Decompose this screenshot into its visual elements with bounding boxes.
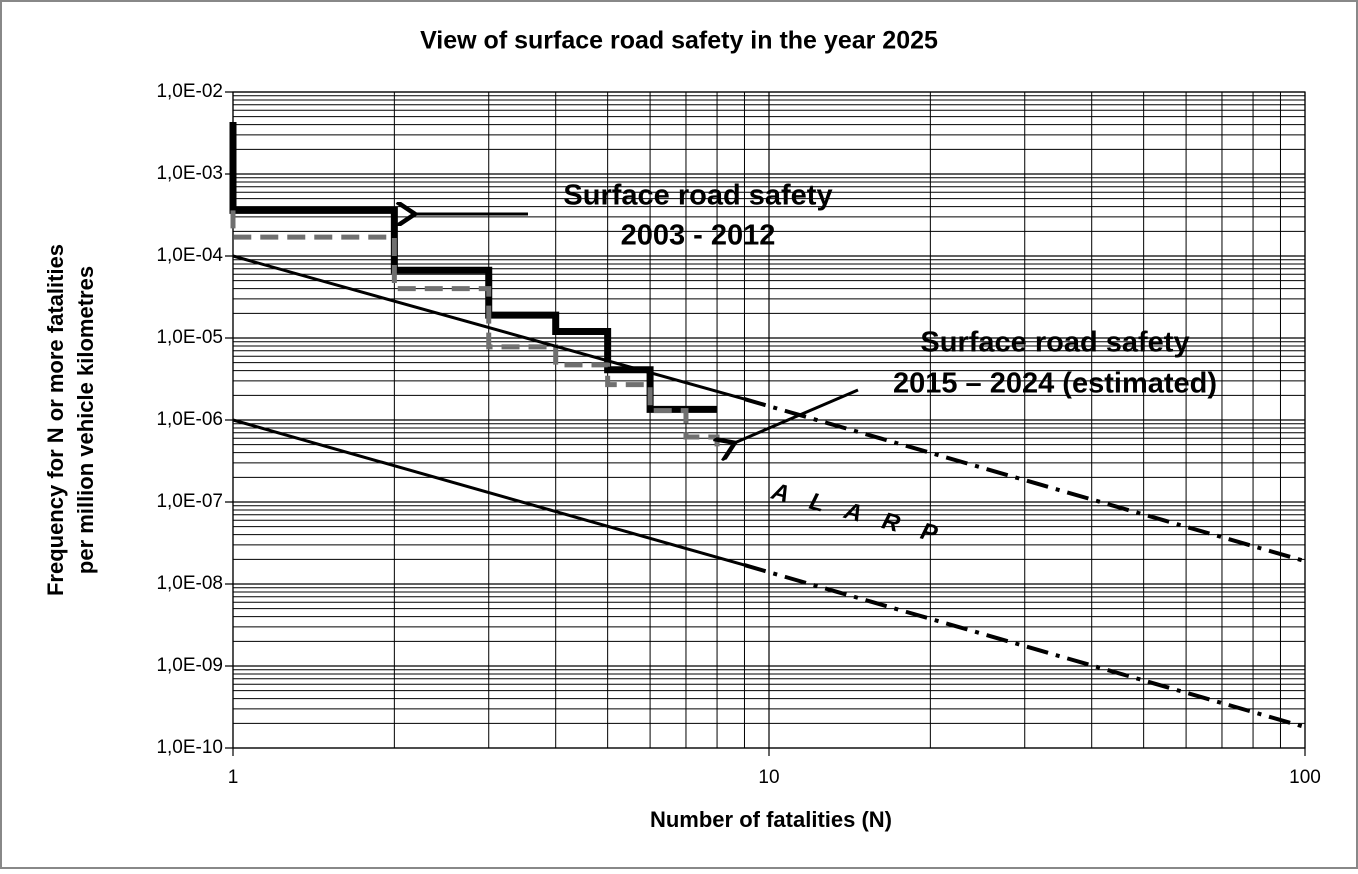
x-tick-label: 1 [228,767,239,788]
fn-curve [743,397,1306,564]
chart-title: View of surface road safety in the year … [420,27,938,55]
annotation: Surface road safety [563,180,832,212]
fn-curve [229,122,718,413]
y-tick-label: 1,0E-09 [156,655,223,676]
fn-curve [232,418,745,567]
fn-curve [232,254,745,401]
y-tick-label: 1,0E-03 [156,163,223,184]
fn-curve [743,563,1306,729]
y-axis-title: Frequency for N or more fatalities [43,244,68,596]
arrow [732,388,859,444]
y-tick-label: 1,0E-06 [156,409,223,430]
x-tick-label: 10 [758,767,779,788]
x-tick-label: 100 [1289,767,1321,788]
annotation: 2015 – 2024 (estimated) [893,368,1217,400]
y-tick-label: 1,0E-02 [156,81,223,102]
annotation: Surface road safety [920,327,1189,359]
annotation: 2003 - 2012 [621,220,776,252]
y-tick-label: 1,0E-10 [156,737,223,758]
y-tick-label: 1,0E-05 [156,327,223,348]
y-tick-label: 1,0E-07 [156,491,223,512]
y-axis-title: per million vehicle kilometres [73,266,98,574]
y-tick-label: 1,0E-08 [156,573,223,594]
y-tick-label: 1,0E-04 [156,245,223,266]
fn-curve [230,210,720,451]
x-axis-title: Number of fatalities (N) [650,807,892,832]
